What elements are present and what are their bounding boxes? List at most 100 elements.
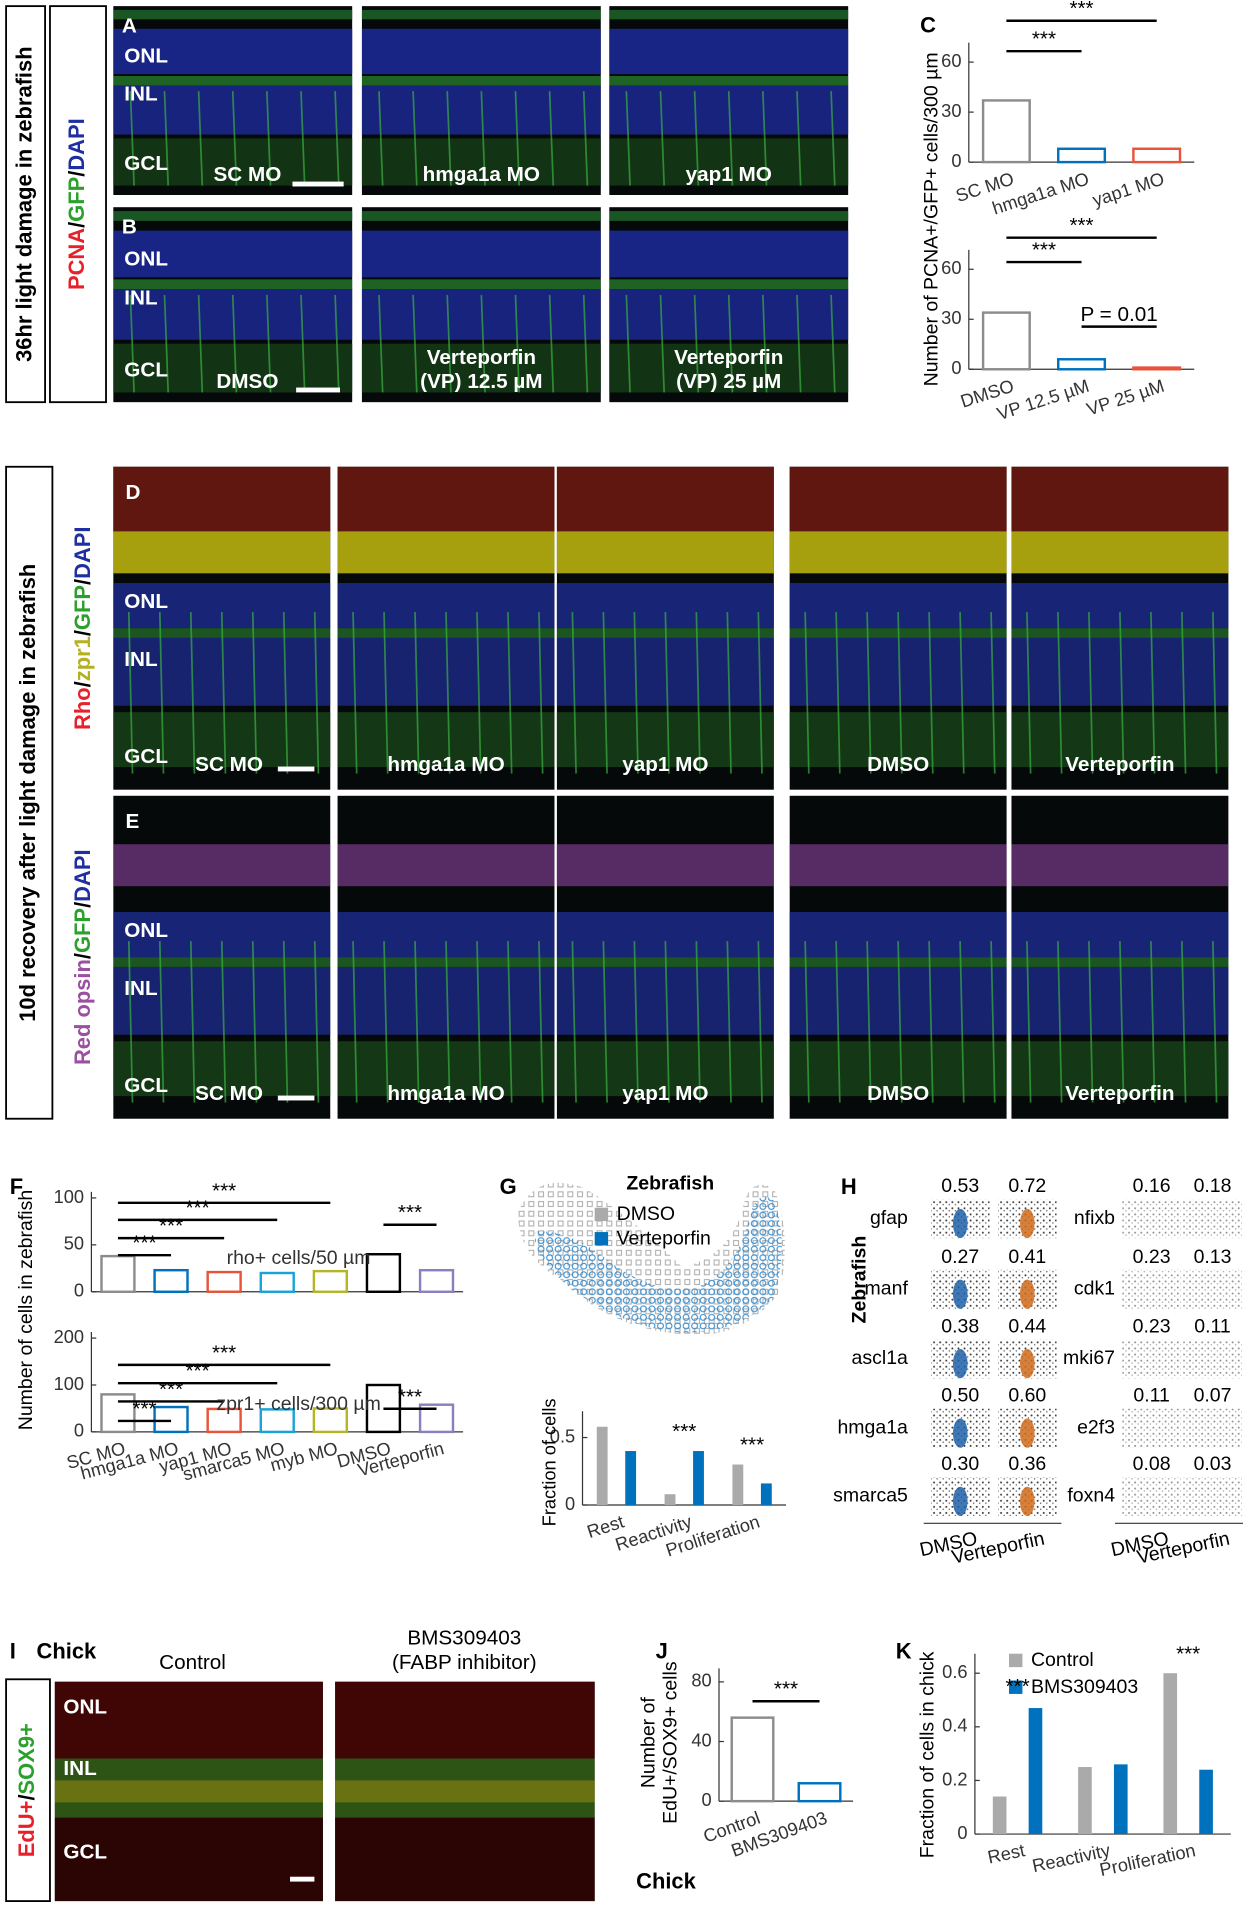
cell-process	[548, 294, 555, 393]
cell-process	[727, 294, 734, 393]
micrograph	[361, 207, 601, 403]
tissue-band	[113, 211, 353, 221]
bar	[100, 1254, 136, 1293]
condition-label: SC MO	[213, 163, 281, 186]
expression-cloud	[1183, 1199, 1242, 1239]
condition-label: (FABP inhibitor)	[392, 1651, 537, 1674]
tissue-band	[113, 76, 353, 86]
gene-label: cdk1	[1074, 1277, 1115, 1299]
significance-label: ***	[212, 1341, 236, 1364]
condition-label: DMSO	[216, 370, 278, 393]
channel-label: Rho/zpr1/GFP/DAPI	[70, 527, 95, 730]
tissue-band	[337, 712, 555, 768]
cell-process	[1119, 612, 1125, 774]
side-label: 36hr light damage in zebrafish	[11, 46, 36, 362]
bar	[1078, 1767, 1092, 1835]
bar	[206, 1407, 242, 1434]
bar	[693, 1451, 704, 1506]
tissue-band	[1011, 1041, 1229, 1097]
tissue-band	[337, 466, 555, 532]
tissue-band	[113, 531, 331, 574]
tissue-band	[335, 1681, 595, 1759]
channel-name: /	[64, 171, 89, 177]
condition-label: Verteporfin	[427, 346, 536, 369]
expression-value: 0.38	[941, 1315, 979, 1337]
panel-letter: J	[656, 1638, 668, 1663]
tissue-band	[609, 9, 849, 20]
channel-name: /	[70, 681, 95, 687]
layer-label: INL	[124, 286, 158, 309]
tissue-band	[113, 712, 331, 768]
tissue-band	[609, 279, 849, 290]
scale-bar	[290, 1876, 315, 1882]
significance-label: ***	[774, 1678, 798, 1701]
y-tick-label: 40	[691, 1729, 711, 1750]
panel-letter: D	[126, 481, 141, 504]
micrograph	[113, 466, 331, 790]
expression-value: 0.36	[1008, 1453, 1046, 1475]
tissue-band	[609, 76, 849, 86]
cell-process	[633, 941, 639, 1103]
cell-process	[571, 941, 577, 1103]
significance-label: ***	[1032, 239, 1056, 262]
cell-process	[727, 91, 734, 186]
y-tick-label: 200	[54, 1326, 84, 1347]
cell-process	[866, 612, 872, 774]
micrograph	[113, 207, 353, 403]
condition-label: SC MO	[195, 1082, 263, 1105]
x-tick-label: VP 25 µM	[1084, 375, 1167, 420]
y-tick-label: 60	[941, 257, 961, 278]
cell-process	[127, 612, 134, 774]
condition-label: yap1 MO	[622, 1082, 708, 1105]
cell-process	[197, 294, 204, 393]
layer-label: ONL	[124, 919, 168, 942]
legend-label: Control	[1031, 1649, 1094, 1671]
y-tick-label: 0	[702, 1789, 712, 1810]
tissue-band	[113, 138, 353, 186]
cell-process	[127, 941, 134, 1103]
expression-value: 0.03	[1194, 1453, 1232, 1475]
cell-process	[313, 941, 320, 1103]
bar	[1057, 358, 1107, 371]
bar	[206, 1270, 242, 1293]
tissue-band	[113, 279, 353, 290]
y-tick-label: 0.6	[942, 1661, 967, 1682]
expression-cloud	[1183, 1477, 1242, 1516]
cell-process	[352, 941, 358, 1103]
micrograph	[361, 6, 601, 196]
micrograph	[54, 1681, 323, 1902]
cell-process	[231, 91, 238, 186]
cell-process	[804, 941, 810, 1103]
condition-label: Verteporfin	[674, 346, 783, 369]
violin	[1019, 1208, 1035, 1239]
gene-label: mki67	[1063, 1347, 1115, 1369]
x-tick-label: Proliferation	[1098, 1839, 1198, 1880]
channel-label: EdU+/SOX9+	[14, 1723, 39, 1857]
cell-process	[928, 612, 934, 774]
legend-label: DMSO	[617, 1203, 675, 1225]
cell-process	[480, 294, 486, 393]
cell-process	[383, 941, 389, 1103]
condition-label: hmga1a MO	[387, 753, 504, 776]
layer-label: GCL	[124, 152, 168, 175]
violin	[952, 1208, 968, 1239]
bar	[1028, 1708, 1043, 1835]
tissue-band	[113, 343, 353, 393]
tissue-band	[337, 844, 555, 887]
layer-label: GCL	[63, 1840, 107, 1863]
cell-process	[928, 941, 934, 1103]
condition-label: yap1 MO	[686, 163, 772, 186]
cell-process	[582, 91, 589, 186]
cell-process	[897, 941, 903, 1103]
condition-label: DMSO	[867, 1082, 929, 1105]
expression-cloud	[1122, 1199, 1181, 1239]
cell-process	[251, 612, 258, 774]
cell-process	[163, 294, 170, 393]
panel-letter: H	[841, 1174, 857, 1199]
expression-value: 0.60	[1008, 1385, 1046, 1407]
y-tick-label: 0	[951, 150, 961, 171]
bar	[365, 1253, 402, 1293]
y-tick-label: 0.4	[942, 1715, 967, 1736]
violin	[1019, 1418, 1035, 1448]
expression-value: 0.27	[941, 1246, 979, 1268]
